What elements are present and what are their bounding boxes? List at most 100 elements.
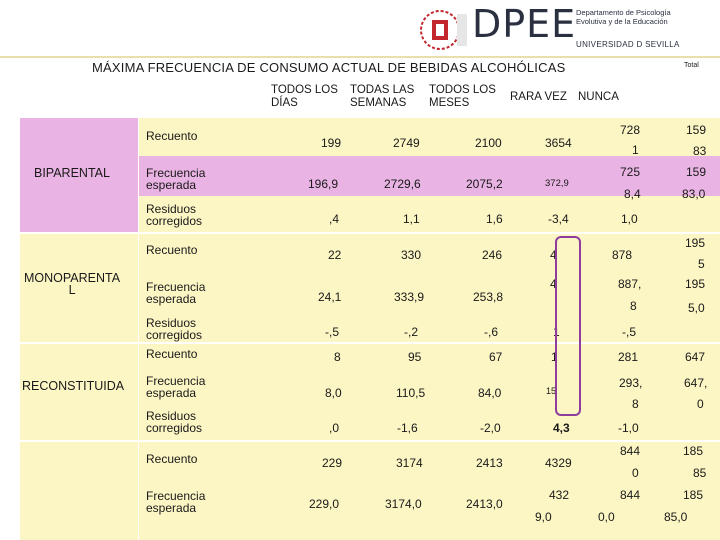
row-label-recuento: Recuento [146,243,198,257]
cell-value: 3654 [545,136,572,150]
cell-value: 725 [620,165,641,179]
total-label: Total [684,62,699,69]
cell-value: 432 [549,488,570,502]
cell-value: 2075,2 [466,177,503,191]
cell-value: 253,8 [473,290,504,304]
cell-value: -1,0 [618,421,639,435]
cell-value: 195 [685,236,706,250]
cell-value: -,5 [622,325,637,339]
cell-value: 195 [685,277,706,291]
row-label-recuento: Recuento [146,129,198,143]
row-label-frecuencia: Frecuencia esperada [146,166,206,192]
cell-value: 196,9 [308,177,339,191]
highlight-frame [555,236,581,416]
col-header-never: NUNCA [578,91,619,103]
reconstituida-band [20,342,720,440]
cell-value: -3,4 [548,212,569,226]
cell-value: 159 [686,165,707,179]
group-reconstituida: RECONSTITUIDA [22,379,125,393]
cell-value: 1,1 [403,212,420,226]
cell-value: 83 [693,144,707,158]
cell-value: 4329 [545,456,572,470]
monoparental-band [20,232,720,342]
university-seal-logo [410,6,470,54]
group-biparental: BIPARENTAL [34,166,110,180]
cell-value: 3174 [396,456,423,470]
cell-value: 647 [685,350,706,364]
brand-name: DPEE [472,2,577,46]
cell-value: 2100 [475,136,502,150]
biparental-expected-row [138,156,720,196]
col-header-weekly: TODAS LAS SEMANAS [350,84,415,109]
cell-value: 229 [322,456,343,470]
cell-value: 85 [693,466,707,480]
row-label-residuos: Residuos corregidos [146,316,203,342]
cell-value: 246 [482,248,503,262]
cell-value: 0,0 [598,510,615,524]
cell-value: 281 [618,350,639,364]
cell-value: 844 [620,488,641,502]
row-label-recuento: Recuento [146,347,198,361]
cell-value: 878 [612,248,633,262]
cell-value: 1,6 [486,212,503,226]
university-name: UNIVERSIDAD D SEVILLA [576,40,680,49]
cell-value: 0 [697,397,704,411]
cell-value: 159 [686,123,707,137]
row-label-frecuencia: Frecuencia esperada [146,280,206,306]
cell-value: 333,9 [394,290,425,304]
cell-value: ,0 [329,421,340,435]
cell-value: 1 [632,143,639,157]
cell-value: -,6 [484,325,499,339]
cell-value: 4 [550,248,557,262]
row-label-residuos: Residuos corregidos [146,409,203,435]
cell-value: 83,0 [682,187,706,201]
cell-value: 330 [401,248,422,262]
cell-value: 8 [334,350,341,364]
cell-value: -2,0 [480,421,501,435]
cell-value: 8,4 [624,187,641,201]
cell-value: 15 [546,386,557,396]
row-separator [20,440,720,442]
cell-value: 22 [328,248,342,262]
col-header-rarely: RARA VEZ [510,91,567,103]
cell-value: 1,0 [621,212,638,226]
cell-value: 110,5 [396,386,426,400]
cell-value: 84,0 [478,386,502,400]
header-separator [0,56,720,58]
row-label-residuos: Residuos corregidos [146,202,203,228]
cell-value: 9,0 [535,510,552,524]
cell-value: -,5 [325,325,340,339]
cell-value: 293, [619,376,643,390]
cell-value: -1,6 [397,421,418,435]
header [0,0,720,58]
col-header-monthly: TODOS LOS MESES [429,84,496,109]
cell-value: 2749 [393,136,420,150]
cell-value: 185 [683,488,704,502]
cell-value: 647, [684,376,708,390]
cell-value: 185 [683,444,704,458]
row-separator [20,342,720,344]
cell-value: 229,0 [309,497,340,511]
table-title: MÁXIMA FRECUENCIA DE CONSUMO ACTUAL DE B… [92,60,566,75]
col-header-daily: TODOS LOS DÍAS [271,84,338,109]
cell-value: 8 [632,397,639,411]
cell-value: 67 [489,350,503,364]
cell-value: 85,0 [664,510,688,524]
column-separator [138,118,139,540]
cell-value: 0 [632,466,639,480]
cell-value: 887, [618,277,642,291]
cell-value: 199 [321,136,342,150]
total-band [20,440,720,540]
cell-value: 844 [620,444,641,458]
cell-value: 372,9 [545,178,569,189]
row-label-recuento: Recuento [146,452,198,466]
cell-value: -,2 [404,325,419,339]
row-label-frecuencia: Frecuencia esperada [146,489,206,515]
cell-value: 4,3 [553,421,570,435]
cell-value: 2413 [476,456,503,470]
cell-value: 3174,0 [385,497,422,511]
department-name: Departamento de Psicología Evolutiva y d… [576,8,671,26]
cell-value: 2413,0 [466,497,503,511]
biparental-label-cell [20,118,138,232]
cell-value: 1 [551,350,558,364]
